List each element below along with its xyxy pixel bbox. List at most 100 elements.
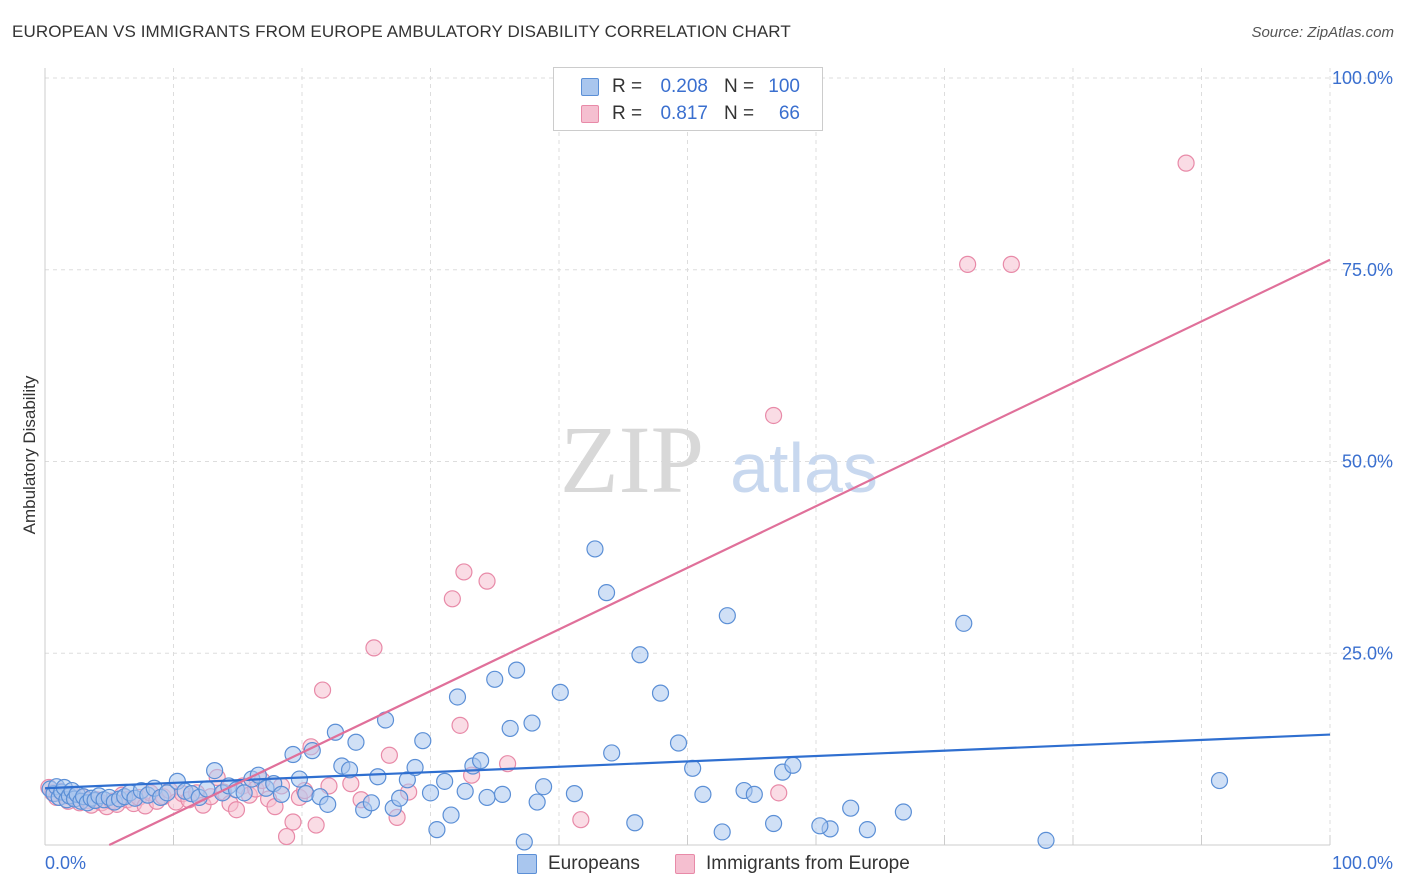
europeans-point: [597, 584, 616, 602]
axis-layer: [44, 68, 1331, 846]
europeans-point: [955, 614, 973, 632]
europeans-point: [436, 772, 454, 790]
europeans-point: [290, 770, 309, 788]
immigrants-point: [380, 746, 398, 764]
immigrants-point: [277, 827, 296, 846]
europeans-point: [745, 785, 763, 803]
legend-r-value: 0.817: [660, 103, 708, 124]
europeans-point: [534, 778, 553, 796]
y-tick-label: 75.0%: [1342, 260, 1393, 280]
watermark: ZIP atlas: [560, 406, 878, 513]
legend-n-label: N =: [724, 103, 755, 124]
watermark-zip: ZIP: [560, 406, 704, 513]
europeans-point: [326, 723, 345, 741]
europeans-point: [478, 788, 496, 807]
immigrants-point: [227, 801, 246, 819]
europeans-point: [297, 785, 315, 803]
europeans-point: [501, 719, 519, 738]
legend-r-value: 0.208: [660, 76, 708, 97]
europeans-point: [369, 768, 387, 786]
europeans-point: [272, 785, 291, 803]
legend-n-value: 66: [778, 103, 800, 124]
legend-label-europeans: Europeans: [548, 853, 640, 874]
europeans-point: [442, 806, 460, 824]
europeans-point: [784, 756, 802, 774]
europeans-point: [586, 540, 604, 558]
europeans-point: [486, 670, 504, 688]
y-tick-label: 50.0%: [1342, 452, 1393, 472]
source-label: Source: ZipAtlas.com: [1251, 24, 1394, 41]
watermark-atlas: atlas: [730, 429, 878, 507]
immigrants-point: [770, 784, 788, 802]
europeans-point: [842, 799, 860, 817]
grid-layer: [45, 68, 1392, 845]
immigrants-point: [451, 716, 469, 734]
europeans-point: [713, 823, 731, 841]
trend-lines: [44, 258, 1331, 846]
europeans-point: [631, 646, 649, 664]
europeans-point: [811, 817, 829, 835]
legend-n-label: N =: [724, 76, 755, 97]
legend-swatch-immigrants: [675, 854, 695, 874]
europeans-point: [398, 771, 416, 789]
immigrants-point: [1177, 154, 1195, 172]
x-tick-label-right: 100.0%: [1332, 853, 1393, 873]
europeans-point: [507, 661, 526, 679]
immigrants-point: [572, 811, 590, 829]
europeans-point: [669, 734, 688, 752]
europeans-point: [428, 821, 446, 839]
legend-swatch-europeans: [517, 854, 537, 874]
immigrants-point: [1002, 255, 1020, 273]
europeans-point: [362, 794, 380, 812]
europeans-point: [651, 684, 670, 702]
europeans-point: [391, 789, 409, 807]
europeans-point: [626, 814, 644, 832]
europeans-point: [551, 683, 569, 701]
series-legend: Europeans Immigrants from Europe: [0, 851, 1406, 879]
tick-labels: 25.0% 50.0% 75.0% 100.0% 0.0% 100.0%: [45, 68, 1393, 873]
europeans-point: [235, 784, 253, 802]
immigrants-point: [284, 813, 302, 831]
europeans-point: [319, 795, 337, 813]
europeans-point: [1210, 771, 1229, 790]
legend-r-label: R =: [612, 76, 643, 97]
europeans-point: [456, 782, 474, 800]
immigrants-point: [307, 816, 325, 834]
immigrants-trend-line: [108, 258, 1331, 846]
immigrants-point: [959, 255, 977, 273]
europeans-point: [421, 784, 440, 802]
immigrants-point: [455, 563, 473, 581]
europeans-point: [694, 785, 712, 803]
europeans-point: [347, 733, 365, 751]
chart-title: EUROPEAN VS IMMIGRANTS FROM EUROPE AMBUL…: [12, 22, 791, 41]
europeans-point: [528, 793, 546, 811]
europeans-point: [894, 803, 912, 821]
immigrants-point: [478, 572, 496, 590]
europeans-point: [206, 762, 224, 780]
europeans-point: [472, 752, 490, 770]
europeans-trend-line: [44, 733, 1331, 790]
europeans-point: [448, 688, 467, 706]
legend-label-immigrants: Immigrants from Europe: [706, 853, 910, 874]
europeans-point: [515, 833, 533, 851]
europeans-point: [158, 784, 176, 802]
europeans-points: [41, 540, 1229, 851]
europeans-point: [718, 607, 736, 625]
legend-r-label: R =: [612, 103, 643, 124]
immigrants-point: [313, 681, 332, 699]
immigrants-point: [365, 639, 383, 657]
x-tick-label-left: 0.0%: [45, 853, 86, 873]
legend-row-immigrants: R = 0.817 N = 66: [554, 101, 822, 127]
legend-swatch-blue: [581, 78, 599, 96]
legend-n-value: 100: [768, 76, 800, 97]
europeans-point: [414, 732, 432, 750]
immigrants-point: [764, 406, 783, 425]
y-tick-label: 25.0%: [1342, 643, 1393, 663]
europeans-point: [565, 785, 584, 803]
europeans-point: [340, 761, 359, 779]
legend-swatch-pink: [581, 105, 599, 123]
legend-row-europeans: R = 0.208 N = 100: [554, 74, 822, 100]
europeans-point: [523, 714, 541, 732]
europeans-point: [764, 814, 783, 833]
